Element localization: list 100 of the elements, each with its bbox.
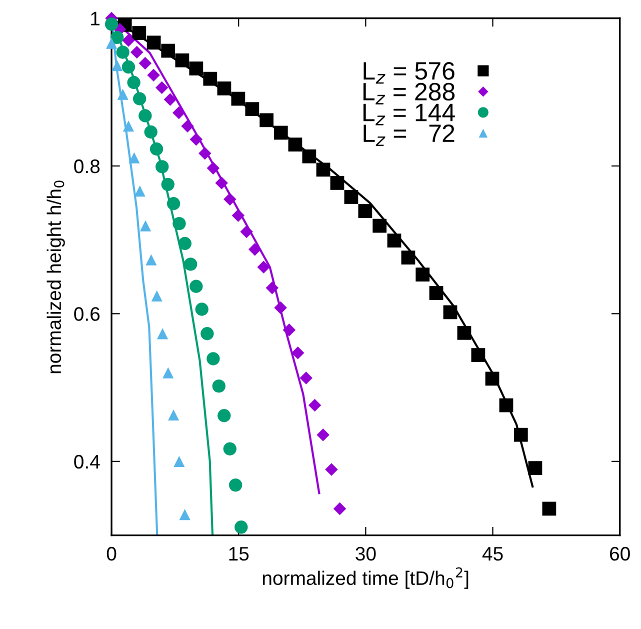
point — [138, 56, 152, 70]
legend-label: L$_{z}$ = 72 — [364, 124, 454, 146]
x-tick-label: 0 — [106, 546, 116, 561]
point — [333, 502, 346, 516]
point — [175, 53, 190, 68]
legend-label: L$_{z}$ = 576 — [364, 62, 454, 84]
point — [150, 142, 164, 156]
point — [130, 46, 144, 59]
y-axis-title: normalized height h/h$_{0}$ — [46, 180, 65, 374]
point — [138, 109, 152, 122]
point — [231, 92, 246, 106]
point — [308, 398, 322, 412]
point — [514, 428, 528, 442]
point — [218, 409, 231, 422]
point — [161, 178, 174, 192]
point — [190, 280, 203, 293]
point — [164, 93, 177, 106]
x-tick-label: 60 — [610, 546, 630, 561]
point — [316, 162, 330, 177]
point — [330, 176, 344, 190]
point — [190, 132, 203, 146]
point — [178, 236, 192, 250]
point — [215, 176, 228, 190]
point — [245, 102, 260, 116]
point — [156, 160, 169, 174]
point — [325, 463, 338, 476]
legend-label: L$_{z}$ = 288 — [363, 82, 455, 104]
point — [144, 125, 158, 139]
point — [117, 88, 128, 100]
point — [429, 286, 444, 300]
point — [217, 81, 232, 96]
point — [168, 409, 180, 420]
point — [179, 509, 190, 520]
point — [146, 36, 161, 50]
point — [161, 44, 176, 58]
point — [372, 218, 387, 233]
point — [127, 76, 140, 90]
point — [172, 106, 186, 120]
y-tick-label: 0.6 — [74, 307, 100, 321]
y-tick-label: 0.8 — [74, 159, 100, 174]
point — [189, 62, 204, 76]
point — [156, 328, 168, 340]
y-tick-label: 0.4 — [74, 454, 100, 469]
point — [122, 34, 135, 47]
y-tick-label: 1 — [91, 12, 100, 26]
point — [174, 456, 185, 467]
point — [443, 305, 458, 320]
point — [198, 147, 212, 160]
point — [471, 348, 486, 362]
point — [184, 258, 198, 271]
point — [316, 428, 330, 442]
point — [206, 352, 220, 366]
point — [134, 186, 146, 197]
point — [147, 68, 160, 82]
point — [166, 197, 180, 210]
point — [228, 478, 242, 492]
point — [200, 327, 214, 340]
point — [528, 461, 542, 476]
point — [151, 290, 162, 302]
point — [110, 30, 124, 44]
point — [172, 216, 186, 230]
point — [257, 260, 270, 274]
point — [146, 254, 157, 266]
point — [282, 324, 296, 336]
point — [181, 120, 194, 132]
point — [300, 372, 313, 384]
point — [542, 502, 556, 516]
point — [457, 326, 472, 340]
point — [104, 18, 118, 31]
point — [240, 225, 253, 238]
x-tick-label: 15 — [229, 547, 249, 561]
point — [224, 192, 236, 206]
x-tick-label: 30 — [356, 546, 376, 561]
point — [140, 220, 152, 232]
point — [485, 372, 500, 386]
point — [291, 346, 304, 360]
point — [155, 81, 168, 94]
point — [195, 302, 208, 316]
point — [499, 398, 514, 412]
point — [248, 243, 262, 256]
point — [401, 250, 416, 264]
point — [203, 72, 218, 86]
point — [232, 209, 245, 222]
point — [128, 152, 140, 164]
point — [106, 38, 118, 49]
point — [206, 162, 220, 175]
point — [112, 60, 123, 72]
point — [116, 46, 130, 59]
point — [260, 113, 274, 128]
point — [344, 190, 358, 204]
point — [122, 60, 136, 74]
point — [132, 92, 146, 106]
point — [358, 204, 372, 218]
x-axis-title: normalized time [tD/h$_{0}$$^{2}$] — [262, 567, 468, 589]
point — [132, 26, 146, 40]
point — [212, 379, 226, 393]
point — [387, 234, 402, 248]
point — [302, 149, 316, 164]
point — [288, 138, 302, 152]
point — [416, 268, 430, 282]
